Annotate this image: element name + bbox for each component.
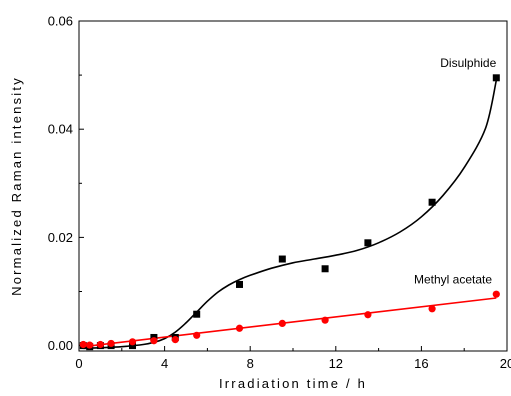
methyl-acetate-point bbox=[235, 324, 244, 332]
methyl-acetate-point bbox=[128, 338, 137, 346]
y-axis: 0.00 0.02 0.04 0.06 bbox=[48, 14, 84, 353]
methyl-acetate-point bbox=[193, 331, 201, 339]
disulphide-label: Disulphide bbox=[440, 56, 496, 70]
series-labels: Disulphide Methyl acetate bbox=[414, 56, 497, 286]
methyl-acetate-point bbox=[278, 319, 286, 328]
plot-area bbox=[78, 20, 508, 352]
x-tick-label: 20 bbox=[500, 356, 511, 371]
disulphide-point bbox=[236, 280, 243, 288]
y-tick-label: 0.04 bbox=[48, 122, 73, 137]
methyl-acetate-point bbox=[364, 311, 372, 319]
disulphide-point bbox=[321, 265, 329, 273]
data-markers bbox=[79, 74, 500, 351]
disulphide-point bbox=[129, 342, 136, 350]
x-tick-label: 4 bbox=[161, 356, 168, 371]
methyl-acetate-point bbox=[428, 305, 436, 313]
x-axis: 0 4 8 12 16 20 bbox=[75, 346, 511, 371]
x-tick-label: 0 bbox=[75, 356, 82, 371]
disulphide-point bbox=[278, 255, 286, 263]
methyl-acetate-point bbox=[492, 290, 500, 298]
disulphide-point bbox=[364, 239, 372, 247]
methyl-acetate-label: Methyl acetate bbox=[414, 272, 492, 286]
plot-border bbox=[78, 20, 508, 352]
y-tick-label: 0.06 bbox=[48, 14, 73, 29]
y-axis-label: Normalized Raman intensity bbox=[9, 76, 24, 296]
methyl-acetate-point bbox=[86, 341, 94, 349]
y-tick-label: 0.00 bbox=[48, 338, 73, 353]
disulphide-point bbox=[492, 74, 500, 82]
disulphide-point bbox=[193, 310, 201, 318]
methyl-acetate-point bbox=[79, 340, 87, 349]
x-tick-label: 12 bbox=[329, 356, 343, 371]
disulphide-point bbox=[428, 198, 436, 206]
methyl-acetate-point bbox=[96, 340, 104, 349]
y-tick-label: 0.02 bbox=[48, 230, 73, 245]
x-axis-label: Irradiation time / h bbox=[219, 376, 367, 391]
x-tick-label: 8 bbox=[247, 356, 254, 371]
methyl-acetate-point bbox=[107, 339, 115, 348]
x-tick-label: 16 bbox=[414, 356, 428, 371]
methyl-acetate-point bbox=[171, 336, 179, 344]
methyl-acetate-point bbox=[321, 316, 329, 324]
methyl-acetate-fit-line bbox=[83, 297, 497, 348]
methyl-acetate-point bbox=[150, 337, 158, 345]
